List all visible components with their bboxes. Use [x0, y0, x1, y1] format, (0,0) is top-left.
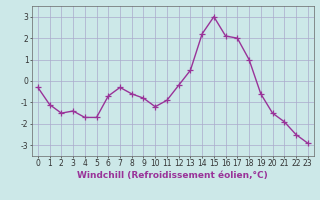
X-axis label: Windchill (Refroidissement éolien,°C): Windchill (Refroidissement éolien,°C) — [77, 171, 268, 180]
